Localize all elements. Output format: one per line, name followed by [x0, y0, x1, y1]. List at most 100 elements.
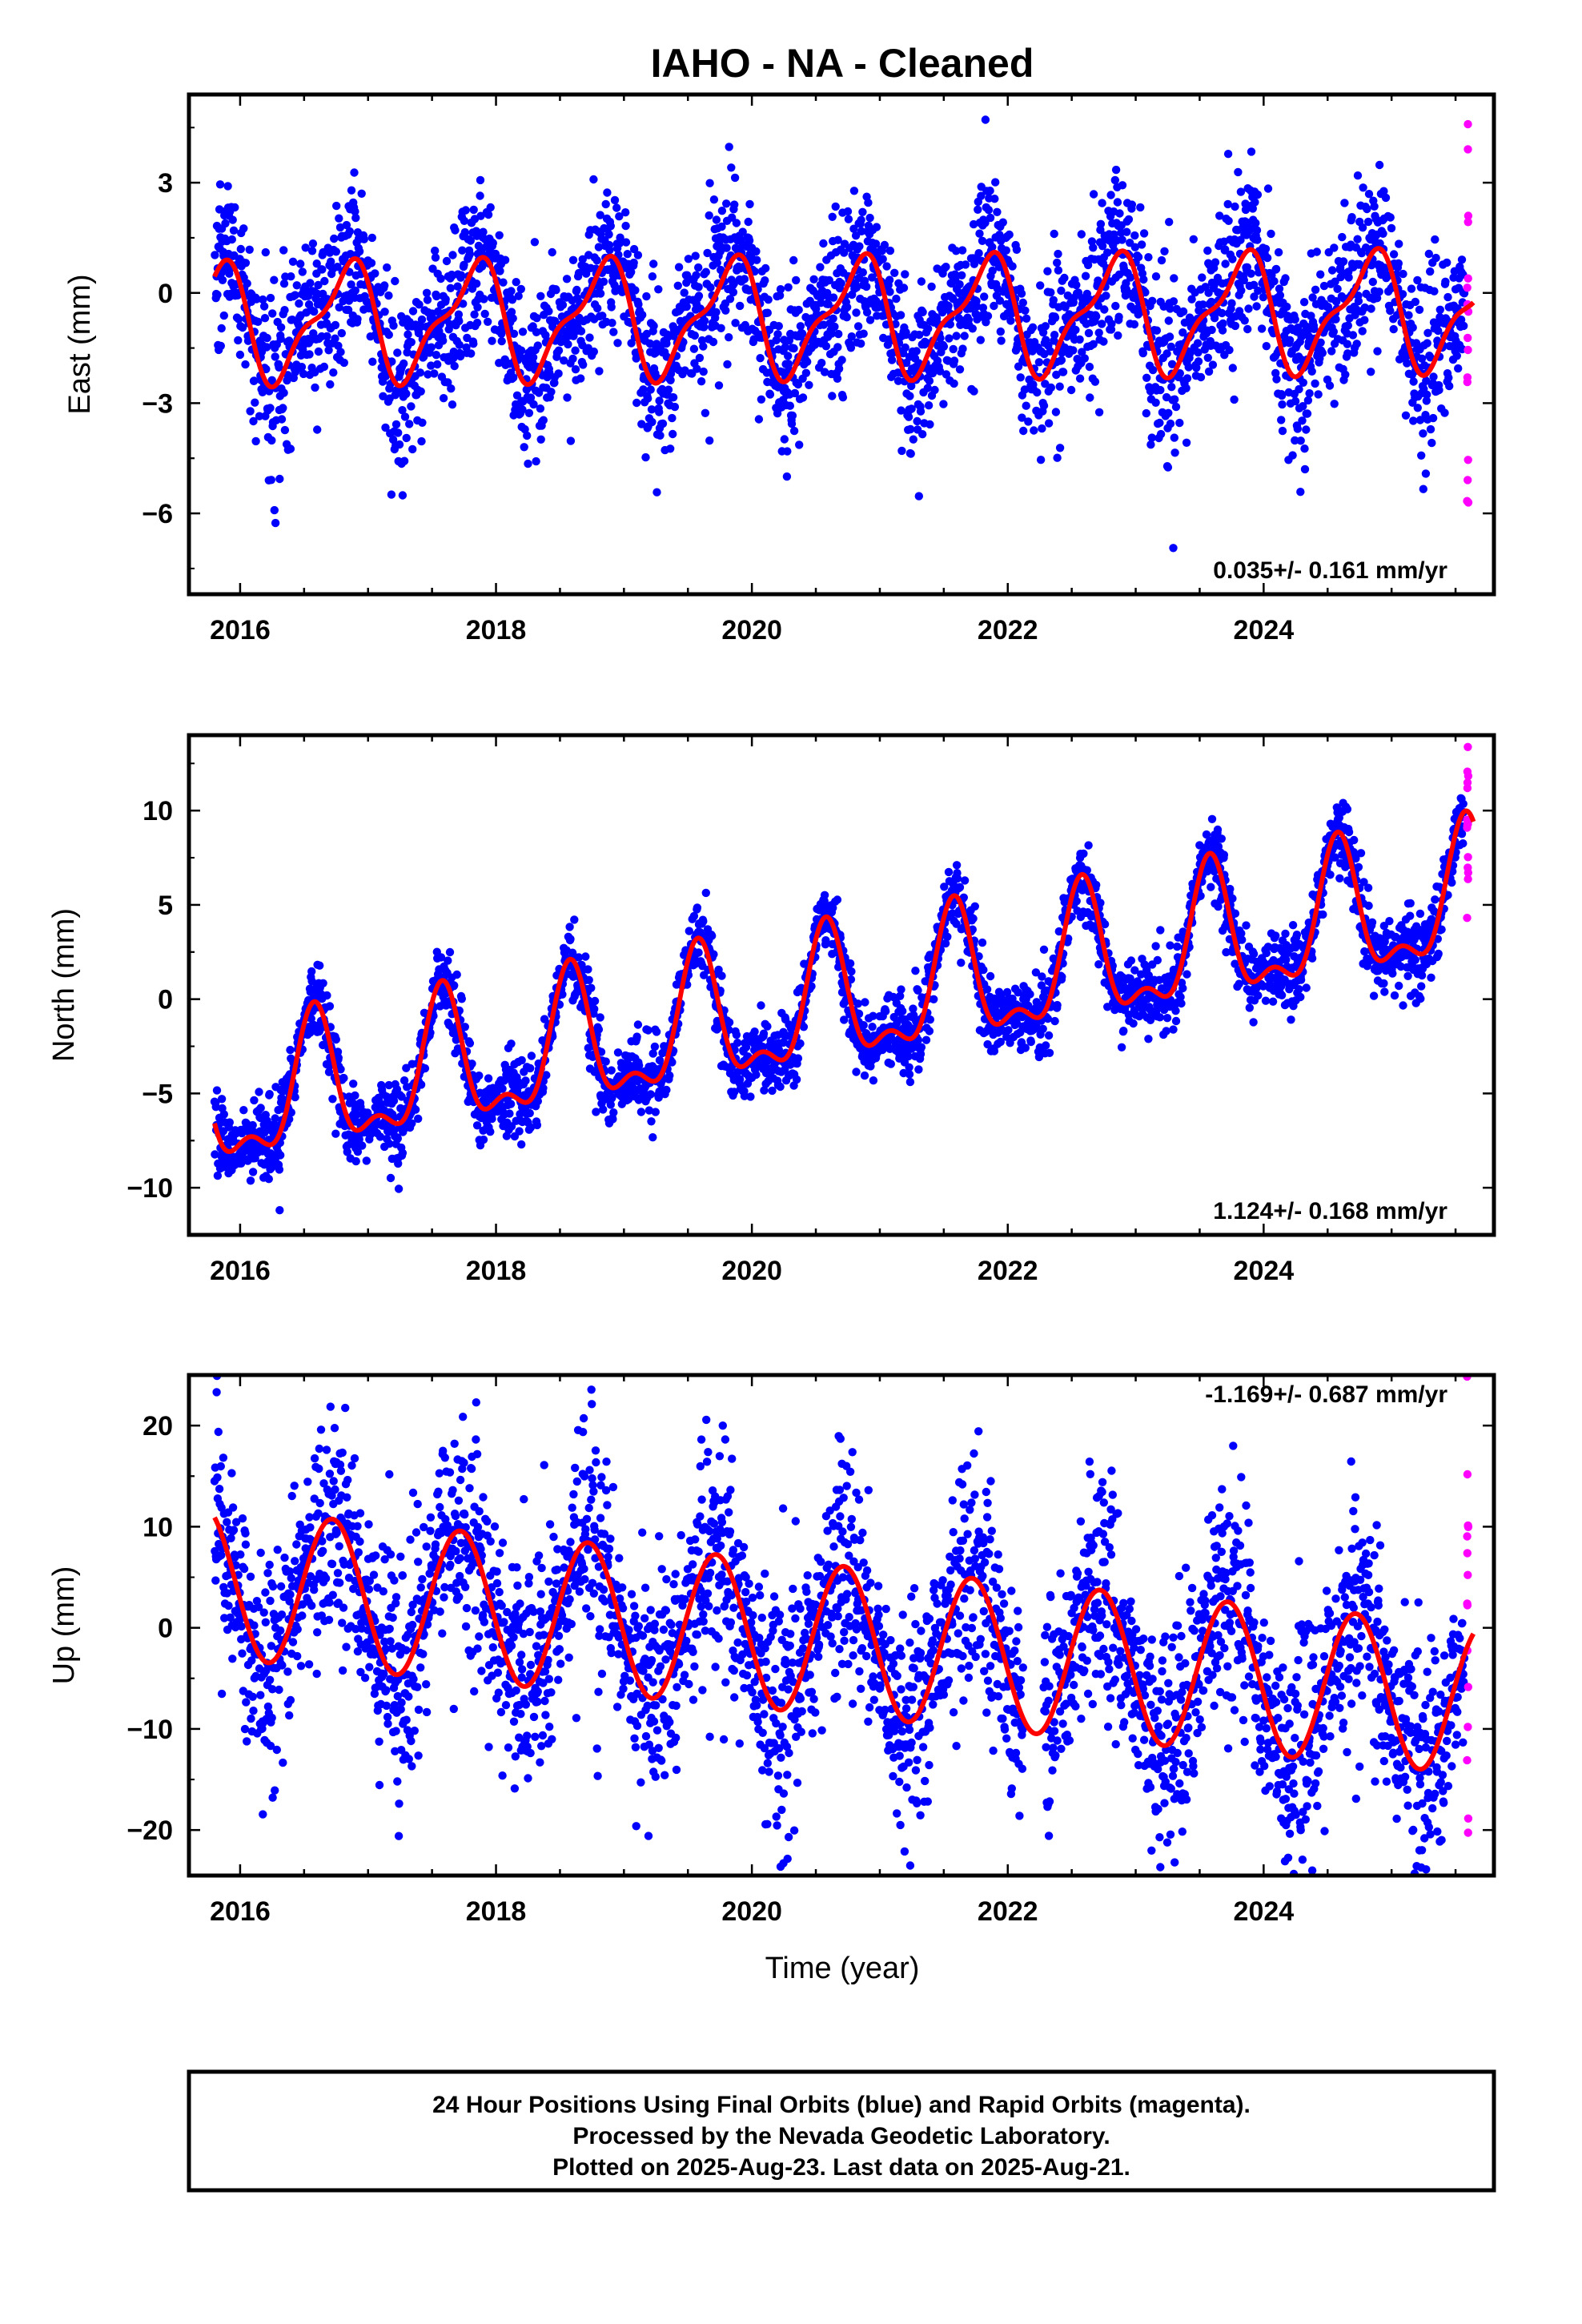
final-orbit-point: [279, 388, 288, 397]
final-orbit-point: [648, 272, 657, 281]
final-orbit-point: [1085, 362, 1094, 372]
final-orbit-point: [526, 393, 536, 402]
final-orbit-point: [1055, 444, 1065, 452]
final-orbit-point: [1308, 293, 1317, 302]
final-orbit-point: [655, 396, 664, 405]
final-orbit-point: [415, 300, 424, 309]
final-orbit-point: [1057, 286, 1066, 296]
final-orbit-point: [258, 388, 267, 396]
final-orbit-point: [506, 1100, 516, 1108]
figure-title: IAHO - NA - Cleaned: [651, 41, 1034, 86]
final-orbit-point: [353, 315, 362, 324]
final-orbit-point: [1230, 395, 1239, 404]
final-orbit-point: [215, 180, 225, 189]
final-orbit-point: [1363, 217, 1373, 227]
final-orbit-point: [827, 329, 837, 338]
final-orbit-point: [1089, 190, 1098, 199]
final-orbit-point: [351, 207, 359, 216]
final-orbit-point: [318, 265, 327, 274]
final-orbit-point: [509, 373, 518, 382]
final-orbit-point: [524, 459, 532, 468]
final-orbit-point: [805, 380, 813, 389]
final-orbit-point: [1404, 311, 1413, 320]
final-orbit-point: [1203, 353, 1213, 362]
final-orbit-point: [1358, 327, 1367, 336]
final-orbit-point: [706, 283, 715, 292]
final-orbit-point: [820, 368, 829, 376]
final-orbit-point: [276, 323, 286, 332]
final-orbit-point: [476, 175, 485, 185]
final-orbit-point: [977, 191, 986, 200]
final-orbit-point: [1030, 426, 1038, 435]
final-orbit-point: [819, 320, 828, 329]
final-orbit-point: [291, 291, 299, 300]
final-orbit-point: [890, 268, 899, 277]
final-orbit-point: [566, 935, 575, 943]
final-orbit-point: [633, 1020, 643, 1029]
final-orbit-point: [1034, 358, 1044, 367]
final-orbit-point: [414, 1114, 423, 1124]
final-orbit-point: [717, 222, 726, 231]
final-orbit-point: [1052, 370, 1061, 380]
final-orbit-point: [906, 424, 915, 434]
final-orbit-point: [402, 389, 411, 398]
final-orbit-point: [1078, 348, 1086, 356]
final-orbit-point: [1426, 424, 1435, 434]
final-orbit-point: [1193, 339, 1203, 348]
final-orbit-point: [732, 1031, 741, 1039]
final-orbit-point: [351, 213, 360, 223]
final-orbit-point: [473, 303, 482, 312]
final-orbit-point: [978, 304, 988, 312]
final-orbit-point: [1375, 160, 1384, 170]
final-orbit-point: [634, 300, 643, 309]
final-orbit-point: [286, 444, 295, 453]
final-orbit-point: [520, 443, 528, 452]
final-orbit-point: [945, 334, 954, 343]
final-orbit-point: [460, 260, 468, 269]
final-orbit-point: [1175, 369, 1185, 378]
final-orbit-point: [495, 359, 504, 368]
plot-frame: [187, 92, 1496, 597]
final-orbit-point: [532, 1120, 542, 1130]
final-orbit-point: [458, 246, 467, 255]
final-orbit-point: [847, 332, 857, 341]
final-orbit-point: [527, 1051, 536, 1060]
final-orbit-point: [857, 215, 865, 224]
final-orbit-point: [1231, 202, 1239, 211]
final-orbit-point: [997, 336, 1006, 345]
final-orbit-point: [456, 352, 465, 361]
final-orbit-point: [386, 1173, 396, 1183]
final-orbit-point: [1440, 408, 1449, 417]
final-orbit-point: [1124, 215, 1134, 224]
final-orbit-point: [526, 1063, 535, 1073]
final-orbit-point: [690, 331, 699, 340]
final-orbit-point: [632, 398, 641, 408]
final-orbit-point: [1444, 373, 1453, 382]
final-orbit-point: [721, 306, 730, 315]
final-orbit-point: [1250, 292, 1259, 301]
final-orbit-point: [757, 1001, 765, 1010]
final-orbit-point: [1281, 274, 1290, 283]
final-orbit-point: [649, 259, 658, 268]
final-orbit-point: [1421, 469, 1431, 478]
final-orbit-point: [1178, 307, 1188, 316]
final-orbit-point: [1372, 294, 1382, 303]
final-orbit-point: [1271, 264, 1281, 274]
final-orbit-point: [1114, 312, 1123, 321]
final-orbit-point: [752, 1070, 761, 1080]
final-orbit-point: [590, 996, 600, 1006]
final-orbit-point: [1151, 272, 1161, 281]
final-orbit-point: [223, 182, 232, 191]
final-orbit-point: [551, 316, 560, 326]
final-orbit-point: [227, 235, 236, 244]
final-orbit-point: [763, 308, 772, 317]
final-orbit-point: [859, 329, 868, 338]
final-orbit-point: [467, 349, 476, 358]
x-tick-label: 2018: [466, 1256, 527, 1286]
final-orbit-point: [1318, 348, 1327, 357]
final-orbit-point: [1386, 306, 1395, 316]
final-orbit-point: [570, 915, 579, 924]
final-orbit-point: [857, 339, 865, 348]
final-orbit-point: [456, 271, 466, 279]
final-orbit-point: [323, 991, 331, 1000]
